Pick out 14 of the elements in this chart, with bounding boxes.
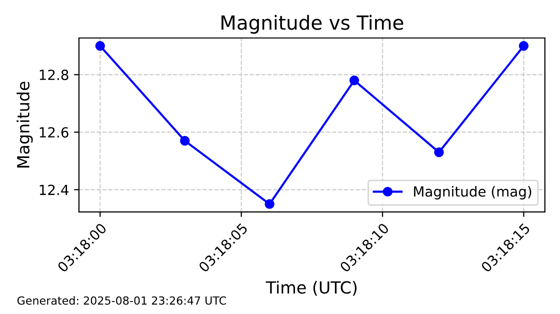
y-tick-label: 12.4	[40, 184, 68, 195]
point	[349, 76, 360, 86]
point	[434, 147, 444, 158]
point	[264, 199, 274, 209]
y-tick-label: 12.8	[40, 70, 68, 80]
y-tick-label: 12.6	[40, 127, 68, 138]
point	[518, 41, 529, 51]
y-axis-title: Magnitude	[16, 82, 33, 168]
x-axis-title: Time (UTC)	[266, 280, 357, 296]
text: Generated: 2025-08-01 23:26:47 UTC	[17, 296, 226, 305]
point	[95, 41, 105, 51]
legend-label: Magnitude (mag)	[414, 186, 532, 200]
point	[180, 136, 190, 146]
chart-title: Magnitude vs Time	[222, 14, 404, 34]
